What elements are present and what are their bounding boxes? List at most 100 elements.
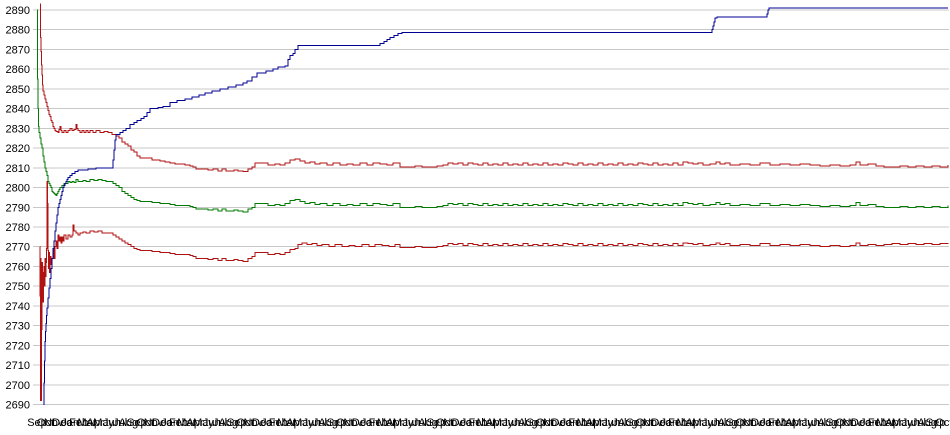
x-axis-tick-label: Nov — [343, 417, 363, 429]
x-axis-tick-label: Jan — [660, 417, 678, 429]
y-axis-tick-label: 2710 — [6, 360, 30, 372]
series-red-upper-bound — [39, 3, 949, 173]
series-green-rating — [36, 9, 949, 213]
x-axis-tick-label: Jun — [203, 417, 221, 429]
x-axis-tick-label: Feb — [169, 417, 188, 429]
y-axis-tick-label: 2840 — [6, 104, 30, 116]
x-axis-tick-label: Oct — [236, 417, 253, 429]
x-axis-tick-label: Sep — [526, 417, 546, 429]
x-axis-tick-label: Jul — [912, 417, 926, 429]
x-axis-tick-label: May — [692, 417, 713, 429]
y-axis-tick-label: 2870 — [6, 44, 30, 56]
x-axis-tick-label: Nov — [543, 417, 563, 429]
x-axis-tick-label: Mar — [377, 417, 396, 429]
y-axis-tick-label: 2690 — [6, 400, 30, 412]
x-axis-tick-label: May — [393, 417, 414, 429]
series-red-lower-bound — [39, 181, 949, 402]
x-axis-tick-label: Oct — [835, 417, 852, 429]
x-axis-tick-label: Oct — [336, 417, 353, 429]
x-axis-tick-label: Mar — [876, 417, 895, 429]
x-axis-tick-label: Dec — [851, 417, 871, 429]
x-axis-tick-label: Jan — [860, 417, 878, 429]
x-axis-tick-label: Sep — [227, 417, 247, 429]
x-axis-tick-label: Aug — [818, 417, 838, 429]
x-axis-tick-label: Aug — [917, 417, 937, 429]
x-axis-tick-label: Sep — [427, 417, 447, 429]
y-axis-tick-label: 2810 — [6, 163, 30, 175]
x-axis-tick-label: Apr — [486, 417, 503, 429]
x-axis-tick-label: Sep — [327, 417, 347, 429]
x-axis-tick-label: Oct — [935, 417, 950, 429]
x-axis-tick-label: Aug — [318, 417, 338, 429]
x-axis-tick-label: Oct — [137, 417, 154, 429]
x-axis-tick-label: Jan — [261, 417, 279, 429]
x-axis-tick-label: Aug — [119, 417, 139, 429]
series-blue-cumulative — [43, 7, 948, 405]
x-axis-tick-label: Oct — [736, 417, 753, 429]
y-axis-tick-label: 2790 — [6, 202, 30, 214]
x-axis-tick-label: Jan — [760, 417, 778, 429]
x-axis-tick-label: Sep — [626, 417, 646, 429]
x-axis-tick-label: May — [493, 417, 514, 429]
x-axis-tick-label: Mar — [577, 417, 596, 429]
x-axis-tick-label: Jan — [361, 417, 379, 429]
x-axis-tick-label: Dec — [152, 417, 172, 429]
x-axis-tick-label: Apr — [386, 417, 403, 429]
x-axis-tick-label: Feb — [668, 417, 687, 429]
x-axis-tick-label: Jun — [103, 417, 121, 429]
x-axis-tick-label: Jul — [413, 417, 427, 429]
x-axis-tick-label: Apr — [187, 417, 204, 429]
x-axis-tick-label: Oct — [37, 417, 54, 429]
x-axis-tick-label: Jul — [213, 417, 227, 429]
x-axis-tick-label: Nov — [643, 417, 663, 429]
x-axis-tick-label: Jun — [502, 417, 520, 429]
x-axis-tick-label: Sep — [127, 417, 147, 429]
y-axis-tick-label: 2740 — [6, 301, 30, 313]
x-axis-tick-label: Nov — [44, 417, 64, 429]
x-axis-tick-label: Oct — [636, 417, 653, 429]
x-axis-tick-label: May — [592, 417, 613, 429]
x-axis-tick-label: Mar — [477, 417, 496, 429]
x-axis-tick-label: Jun — [802, 417, 820, 429]
x-axis-tick-label: Apr — [286, 417, 303, 429]
x-axis-tick-label: May — [93, 417, 114, 429]
x-axis-tick-label: Mar — [776, 417, 795, 429]
x-axis-tick-label: Apr — [885, 417, 902, 429]
x-axis-tick-label: May — [293, 417, 314, 429]
y-axis-tick-label: 2850 — [6, 84, 30, 96]
x-axis-tick-label: Aug — [718, 417, 738, 429]
x-axis-tick-label: Sep — [726, 417, 746, 429]
x-axis-tick-label: Feb — [768, 417, 787, 429]
y-axis-tick-label: 2720 — [6, 340, 30, 352]
x-axis-tick-label: Apr — [786, 417, 803, 429]
x-axis-tick-label: Jun — [403, 417, 421, 429]
y-axis-tick-label: 2890 — [6, 5, 30, 17]
y-axis-tick-label: 2750 — [6, 281, 30, 293]
x-axis-tick-label: Apr — [586, 417, 603, 429]
x-axis-tick-label: Dec — [551, 417, 571, 429]
x-axis-tick-label: Oct — [436, 417, 453, 429]
x-axis-tick-label: May — [193, 417, 214, 429]
x-axis-tick-label: Jan — [61, 417, 79, 429]
x-axis-tick-label: Jul — [612, 417, 626, 429]
x-axis-tick-label: Feb — [568, 417, 587, 429]
x-axis-tick-label: Jun — [602, 417, 620, 429]
x-axis-tick-label: Apr — [87, 417, 104, 429]
y-axis-tick-label: 2880 — [6, 25, 30, 37]
x-axis-tick-label: Nov — [244, 417, 264, 429]
x-axis-tick-label: Feb — [369, 417, 388, 429]
x-axis-tick-label: Apr — [686, 417, 703, 429]
x-axis-tick-label: Jun — [702, 417, 720, 429]
x-axis-tick-label: Oct — [536, 417, 553, 429]
x-axis-tick-label: Sep — [27, 417, 47, 429]
y-axis-tick-label: 2730 — [6, 321, 30, 333]
y-axis-tick-label: 2820 — [6, 143, 30, 155]
y-axis-tick-label: 2780 — [6, 222, 30, 234]
x-axis-tick-label: Jan — [161, 417, 179, 429]
y-axis-tick-label: 2760 — [6, 261, 30, 273]
x-axis-tick-label: Feb — [868, 417, 887, 429]
x-axis-tick-label: May — [792, 417, 813, 429]
x-axis-tick-label: Jul — [812, 417, 826, 429]
x-axis-tick-label: Mar — [177, 417, 196, 429]
